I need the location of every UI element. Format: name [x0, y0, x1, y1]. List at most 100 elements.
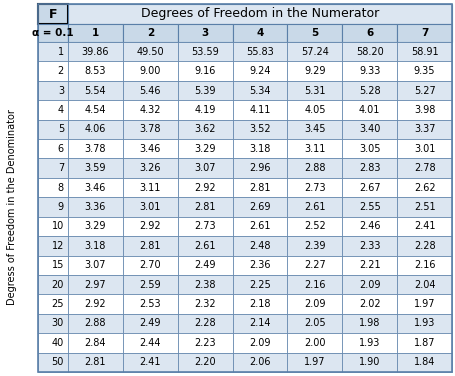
Bar [397, 24, 452, 42]
Text: 5: 5 [58, 124, 64, 134]
Text: 9.00: 9.00 [140, 66, 161, 76]
Text: 9.24: 9.24 [249, 66, 271, 76]
Text: Degrees of Freedom in the Numerator: Degrees of Freedom in the Numerator [141, 8, 379, 21]
Bar [288, 61, 342, 81]
Text: 40: 40 [52, 338, 64, 348]
Bar [178, 217, 233, 236]
Text: 3.07: 3.07 [85, 260, 106, 270]
Bar [38, 139, 68, 158]
Bar [288, 333, 342, 353]
Bar [233, 100, 288, 120]
Text: 2.78: 2.78 [414, 163, 435, 173]
Text: 2.73: 2.73 [194, 221, 216, 231]
Text: 2.81: 2.81 [249, 183, 271, 193]
Bar [288, 158, 342, 178]
Bar [123, 61, 178, 81]
Text: 2.04: 2.04 [414, 280, 435, 290]
Text: 2.55: 2.55 [359, 202, 380, 212]
Bar [68, 100, 123, 120]
Bar [68, 81, 123, 100]
Bar [38, 314, 68, 333]
Bar [178, 197, 233, 217]
Text: 50: 50 [51, 357, 64, 367]
Text: 5.31: 5.31 [304, 85, 326, 96]
Text: 2.84: 2.84 [85, 338, 106, 348]
Text: 2.28: 2.28 [414, 241, 435, 251]
Text: 2.20: 2.20 [194, 357, 216, 367]
Bar [178, 158, 233, 178]
Bar [233, 236, 288, 256]
Text: 2: 2 [147, 28, 154, 38]
Bar [397, 158, 452, 178]
Text: 5.46: 5.46 [140, 85, 161, 96]
Bar [288, 178, 342, 197]
Text: 3.18: 3.18 [85, 241, 106, 251]
Bar [233, 275, 288, 294]
Bar [68, 353, 123, 372]
Bar [342, 100, 397, 120]
Text: 25: 25 [51, 299, 64, 309]
Text: 1.98: 1.98 [359, 318, 380, 329]
Bar [123, 217, 178, 236]
Bar [68, 178, 123, 197]
Bar [178, 314, 233, 333]
Bar [288, 42, 342, 61]
Text: 5.27: 5.27 [414, 85, 435, 96]
Bar [123, 42, 178, 61]
Bar [38, 217, 68, 236]
Bar [233, 178, 288, 197]
Text: 2.33: 2.33 [359, 241, 380, 251]
Text: 2.44: 2.44 [140, 338, 161, 348]
Bar [342, 333, 397, 353]
Text: 3.78: 3.78 [85, 144, 106, 154]
Text: 2.88: 2.88 [304, 163, 326, 173]
Bar [68, 333, 123, 353]
Text: 1: 1 [92, 28, 99, 38]
Bar [38, 333, 68, 353]
Text: 2.16: 2.16 [414, 260, 435, 270]
Bar [233, 333, 288, 353]
Text: 2: 2 [58, 66, 64, 76]
Bar [178, 333, 233, 353]
Bar [233, 294, 288, 314]
Bar [342, 42, 397, 61]
Text: 1: 1 [58, 47, 64, 57]
Bar [397, 42, 452, 61]
Bar [38, 61, 68, 81]
Text: 3.01: 3.01 [140, 202, 161, 212]
Text: 3: 3 [202, 28, 209, 38]
Text: 3.29: 3.29 [85, 221, 106, 231]
Text: 3.36: 3.36 [85, 202, 106, 212]
Text: 4.32: 4.32 [140, 105, 161, 115]
Bar [233, 197, 288, 217]
Bar [288, 294, 342, 314]
Text: 2.48: 2.48 [249, 241, 271, 251]
Bar [68, 275, 123, 294]
Text: 6: 6 [58, 144, 64, 154]
Bar [123, 158, 178, 178]
Text: 2.61: 2.61 [249, 221, 271, 231]
Text: 3.18: 3.18 [249, 144, 271, 154]
Bar [342, 314, 397, 333]
Bar [397, 353, 452, 372]
Bar [342, 158, 397, 178]
Bar [342, 275, 397, 294]
Bar [123, 353, 178, 372]
Text: 2.28: 2.28 [194, 318, 216, 329]
Text: 2.81: 2.81 [194, 202, 216, 212]
Text: 5.39: 5.39 [194, 85, 216, 96]
Bar [38, 256, 68, 275]
Bar [178, 294, 233, 314]
Text: F: F [49, 8, 57, 21]
Text: 3.29: 3.29 [194, 144, 216, 154]
Bar [38, 24, 68, 42]
Text: 2.88: 2.88 [85, 318, 106, 329]
Text: 2.27: 2.27 [304, 260, 326, 270]
Text: 1.97: 1.97 [414, 299, 435, 309]
Text: 30: 30 [52, 318, 64, 329]
Bar [342, 61, 397, 81]
Text: 2.70: 2.70 [140, 260, 161, 270]
Bar [233, 81, 288, 100]
Bar [123, 24, 178, 42]
Bar [233, 24, 288, 42]
